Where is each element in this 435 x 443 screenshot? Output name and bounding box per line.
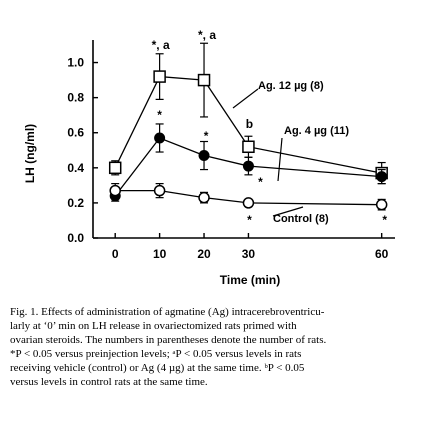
- significance-label: *, a: [198, 28, 216, 42]
- x-tick-label: 30: [242, 247, 256, 261]
- leader-line: [232, 88, 259, 109]
- data-point: [242, 140, 255, 154]
- significance-label: *: [157, 108, 162, 122]
- x-tick-label: 20: [197, 247, 211, 261]
- x-tick-label: 10: [153, 247, 167, 261]
- caption-line: *P < 0.05 versus preinjection levels; ᵃP…: [10, 348, 302, 360]
- caption-line: versus levels in control rats at the sam…: [10, 376, 208, 388]
- data-point: [154, 132, 166, 144]
- y-tick-label: 1.0: [67, 56, 84, 70]
- y-axis-title: LH (ng/ml): [23, 124, 37, 183]
- caption-line: larly at ‘0’ min on LH release in ovarie…: [10, 320, 297, 332]
- data-point: [375, 198, 388, 211]
- chart-svg: 0.0 0.2 0.4 0.6 0.8 1.0 0 10 20 30 60 Time (min) LH …: [23, 28, 395, 287]
- y-tick-label: 0.8: [67, 91, 84, 105]
- significance-label: *: [258, 175, 263, 189]
- y-tick-label: 0.4: [67, 161, 84, 175]
- y-tick-label: 0.0: [67, 231, 84, 245]
- lh-release-chart: 0.0 0.2 0.4 0.6 0.8 1.0 0 10 20 30 60 Time (min) LH …: [23, 28, 395, 287]
- significance-label: *: [204, 129, 209, 143]
- data-point: [108, 161, 122, 175]
- figure-caption: Fig. 1. Effects of administration of agm…: [10, 305, 430, 389]
- significance-label: *: [247, 213, 252, 227]
- caption-line: Fig. 1. Effects of administration of agm…: [10, 306, 325, 318]
- caption-line: receiving vehicle (control) or Ag (4 µg)…: [10, 362, 305, 374]
- data-point: [198, 150, 210, 162]
- series-label-control: Control (8): [273, 213, 329, 225]
- x-axis-title: Time (min): [220, 273, 280, 287]
- series-label-ag12: Ag. 12 µg (8): [258, 80, 324, 92]
- data-point: [242, 197, 255, 209]
- data-point: [109, 184, 121, 197]
- caption-line: ovarian steroids. The numbers in parenth…: [10, 334, 327, 346]
- data-point: [376, 171, 388, 183]
- y-tick-label: 0.2: [67, 196, 84, 210]
- data-point: [242, 160, 254, 172]
- data-point: [153, 184, 166, 197]
- series-label-ag4: Ag. 4 µg (11): [284, 125, 349, 137]
- x-tick-label: 0: [112, 247, 119, 261]
- leader-line: [272, 206, 304, 217]
- significance-label: b: [246, 117, 253, 131]
- x-tick-label: 60: [375, 247, 389, 261]
- leader-line: [277, 137, 283, 182]
- data-point: [197, 73, 211, 87]
- data-point: [153, 70, 166, 83]
- data-point: [198, 191, 210, 204]
- significance-label: *: [382, 213, 387, 227]
- y-tick-label: 0.6: [67, 126, 84, 140]
- significance-label: *, a: [152, 38, 170, 52]
